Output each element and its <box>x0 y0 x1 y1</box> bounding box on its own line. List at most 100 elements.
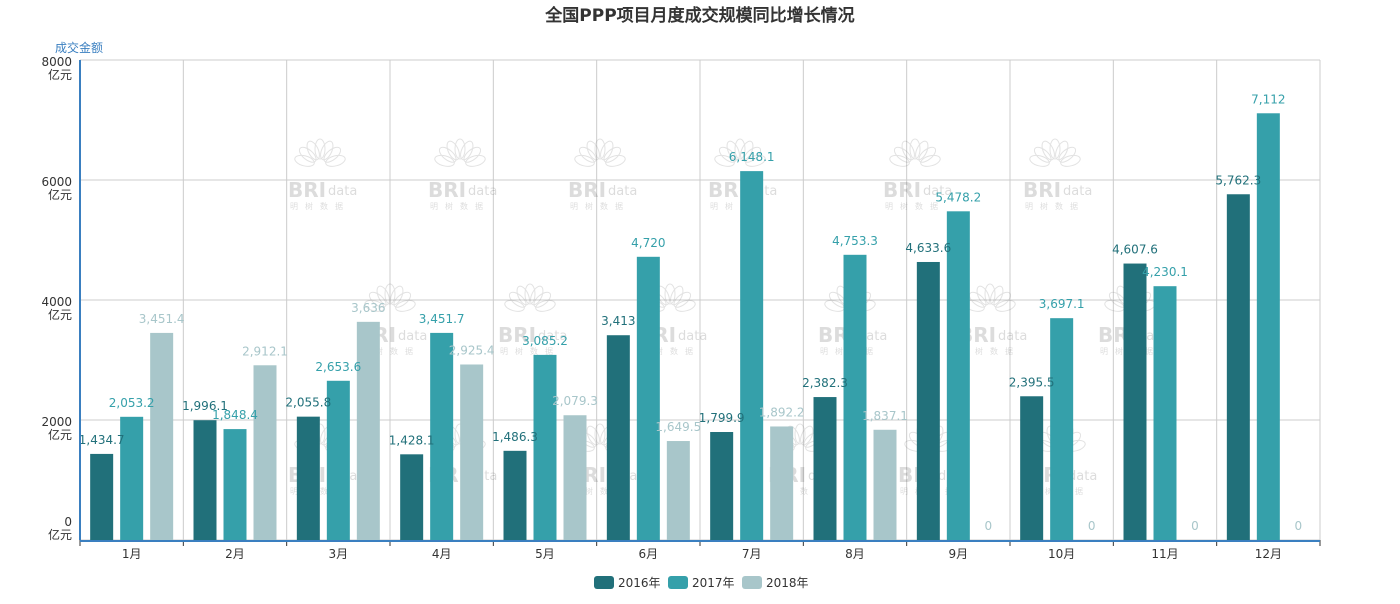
legend-item[interactable]: 2016年 <box>594 576 661 590</box>
bar[interactable] <box>946 211 970 541</box>
x-tick-label: 9月 <box>949 547 969 561</box>
svg-text:data: data <box>678 329 707 344</box>
bar[interactable] <box>636 256 660 540</box>
x-tick-label: 5月 <box>535 547 555 561</box>
y-tick-label: 2000 亿元 <box>41 415 72 442</box>
bar[interactable] <box>606 335 630 540</box>
data-label: 1,486.3 <box>492 430 538 444</box>
y-tick-label: 0 亿元 <box>48 515 72 542</box>
bar[interactable] <box>1123 263 1147 540</box>
legend-item[interactable]: 2017年 <box>668 576 735 590</box>
data-label: 4,230.1 <box>1142 265 1188 279</box>
chart-title: 全国PPP项目月度成交规模同比增长情况 <box>544 5 854 26</box>
bar[interactable] <box>150 332 174 540</box>
legend-swatch <box>594 576 614 589</box>
bar[interactable] <box>326 380 350 540</box>
svg-text:BRI: BRI <box>1023 178 1061 202</box>
data-label: 2,055.8 <box>285 396 331 410</box>
x-tick-label: 11月 <box>1151 547 1178 561</box>
bar[interactable] <box>813 397 837 540</box>
data-label: 1,649.5 <box>655 420 701 434</box>
bar[interactable] <box>873 429 897 540</box>
data-label: 2,925.4 <box>449 343 495 357</box>
axes: 0 亿元 2000 亿元 4000 亿元 6000 亿元 8000 亿元 1月 2月 3月 4月 5月 6月 7… <box>41 55 1321 561</box>
x-tick-label: 10月 <box>1048 547 1075 561</box>
data-label: 4,633.6 <box>905 241 951 255</box>
data-label: 0 <box>1088 519 1096 533</box>
bar[interactable] <box>1226 194 1250 540</box>
bar[interactable] <box>120 416 144 540</box>
svg-text:明树数据: 明树数据 <box>1025 201 1085 211</box>
x-tick-label: 2月 <box>225 547 245 561</box>
x-tick-label: 6月 <box>639 547 659 561</box>
svg-text:明树数据: 明树数据 <box>770 486 830 496</box>
bar[interactable] <box>916 261 940 540</box>
data-label: 0 <box>1191 519 1199 533</box>
bar[interactable] <box>710 432 734 540</box>
bar[interactable] <box>400 454 424 540</box>
svg-text:data: data <box>1063 184 1092 199</box>
bar[interactable] <box>296 416 320 540</box>
bar[interactable] <box>533 354 557 540</box>
svg-text:data: data <box>608 184 637 199</box>
legend-item[interactable]: 2018年 <box>742 576 809 590</box>
bar[interactable] <box>666 441 690 540</box>
x-tick-label: 1月 <box>122 547 142 561</box>
svg-text:明树数据: 明树数据 <box>500 346 560 356</box>
data-label: 3,451.4 <box>139 312 185 326</box>
svg-text:明树数据: 明树数据 <box>430 201 490 211</box>
legend-label: 2018年 <box>766 576 809 590</box>
data-label: 5,478.2 <box>935 190 981 204</box>
bars <box>90 113 1280 541</box>
svg-text:明树数据: 明树数据 <box>960 346 1020 356</box>
data-label: 4,753.3 <box>832 234 878 248</box>
bar[interactable] <box>253 365 277 540</box>
data-label: 1,799.9 <box>699 411 745 425</box>
bar[interactable] <box>563 415 587 540</box>
svg-text:BRI: BRI <box>708 178 746 202</box>
bar[interactable] <box>1256 113 1280 540</box>
svg-text:data: data <box>328 184 357 199</box>
bar[interactable] <box>1050 318 1074 540</box>
legend[interactable]: 2016年 2017年 2018年 <box>594 576 809 590</box>
data-label: 7,112 <box>1251 92 1285 106</box>
svg-text:明树数据: 明树数据 <box>885 201 945 211</box>
legend-swatch <box>668 576 688 589</box>
bar[interactable] <box>740 171 764 540</box>
svg-text:BRI: BRI <box>883 178 921 202</box>
data-label: 1,428.1 <box>389 433 435 447</box>
data-label: 2,053.2 <box>109 396 155 410</box>
data-label: 4,720 <box>631 236 665 250</box>
x-tick-label: 3月 <box>329 547 349 561</box>
svg-text:data: data <box>1068 469 1097 484</box>
bar[interactable] <box>356 321 380 540</box>
svg-text:明树数据: 明树数据 <box>570 201 630 211</box>
bar[interactable] <box>90 453 114 540</box>
data-label: 0 <box>1295 519 1303 533</box>
svg-text:明树数据: 明树数据 <box>640 346 700 356</box>
bar[interactable] <box>223 429 247 540</box>
bar[interactable] <box>1153 286 1177 540</box>
bar[interactable] <box>503 450 527 540</box>
svg-text:data: data <box>538 329 567 344</box>
svg-text:BRI: BRI <box>568 178 606 202</box>
svg-text:BRI: BRI <box>498 323 536 347</box>
data-label: 0 <box>985 519 993 533</box>
y-tick-label: 6000 亿元 <box>41 175 72 202</box>
y-tick-label: 8000 亿元 <box>41 55 72 82</box>
bar[interactable] <box>430 332 454 540</box>
svg-text:BRI: BRI <box>288 178 326 202</box>
bar[interactable] <box>1020 396 1044 540</box>
data-label: 5,762.3 <box>1215 173 1261 187</box>
bar[interactable] <box>193 420 217 540</box>
bar[interactable] <box>460 364 484 540</box>
bar[interactable] <box>770 426 794 540</box>
x-tick-label: 4月 <box>432 547 452 561</box>
data-labels: 1,434.7 2,053.2 3,451.4 1,996.11,848.4 2,912… <box>79 92 1302 533</box>
bar[interactable] <box>843 254 867 540</box>
